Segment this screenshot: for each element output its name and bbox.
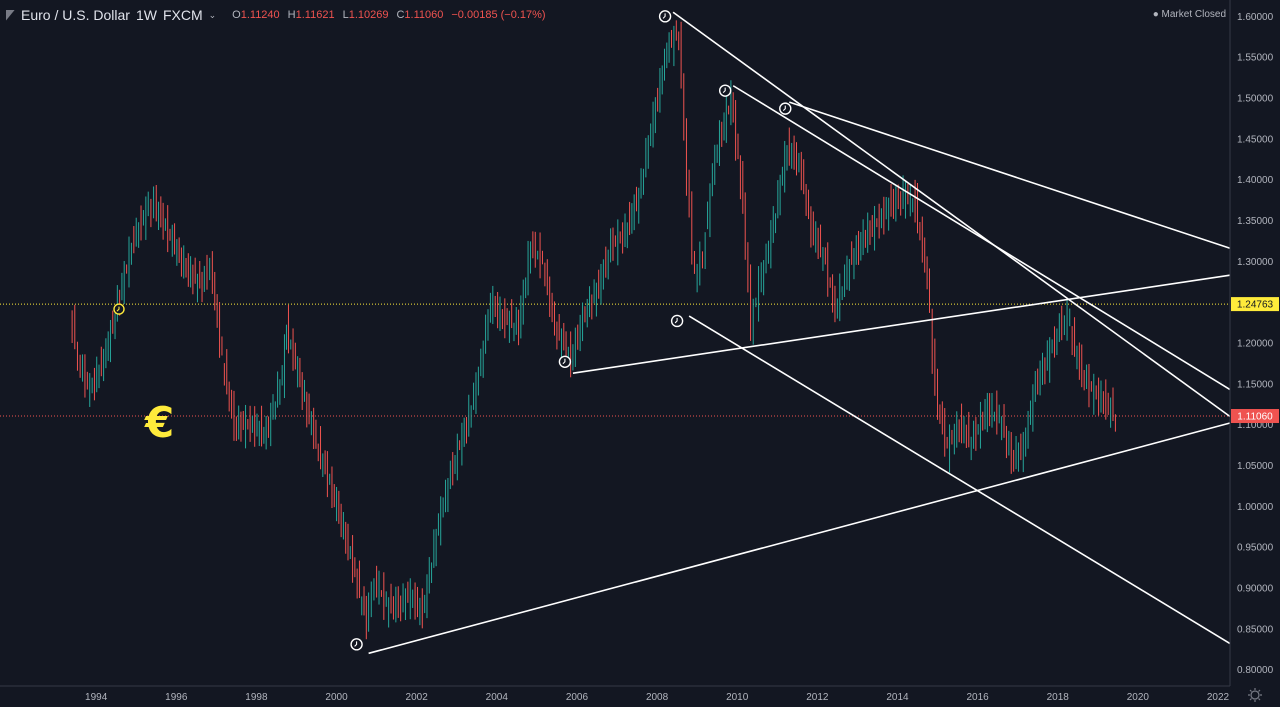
trend-line[interactable] [672,11,1231,418]
price-tick-label: 0.95000 [1237,543,1274,554]
price-tick-label: 1.30000 [1237,257,1274,268]
price-level-tag [1231,409,1279,424]
price-tick-label: 1.20000 [1237,339,1274,350]
collapse-legend-icon[interactable] [6,9,15,21]
open-value: 1.11240 [240,9,280,21]
time-tick-label: 2002 [406,692,429,703]
price-tick-label: 1.10000 [1237,420,1274,431]
time-tick-label: 2008 [646,692,669,703]
time-tick-label: 2006 [566,692,589,703]
price-level-label: 1.24763 [1237,300,1274,311]
euro-symbol-annotation: € [144,398,174,447]
high-value: 1.11621 [295,9,335,21]
price-level-tag [1231,297,1279,312]
exchange-label[interactable]: FXCM [162,7,203,23]
trend-line[interactable] [368,422,1231,655]
price-tick-label: 1.45000 [1237,134,1274,145]
time-tick-label: 2014 [886,692,909,703]
high-key: H [287,9,296,21]
chart-header: Euro / U.S. Dollar 1W FXCM ⌄ O1.11240 H1… [6,7,546,23]
low-key: L [342,9,349,21]
yellow-clock-hand-icon [116,306,120,312]
trend-line[interactable] [572,274,1231,375]
price-tick-label: 1.15000 [1237,379,1274,390]
clock-hand-icon [562,358,566,365]
clock-hand-icon [662,13,666,19]
clock-hand-icon [722,87,726,94]
ohlc-values: O1.11240 H1.11621 L1.10269 C1.11060 −0.0… [232,9,545,21]
clock-hand-icon [354,641,358,647]
low-value: 1.10269 [348,9,389,21]
time-tick-label: 1996 [165,692,188,703]
market-status: ● Market Closed [1152,9,1226,20]
close-key: C [396,9,405,21]
trend-line[interactable] [789,101,1231,250]
price-tick-label: 1.50000 [1237,94,1274,105]
price-tick-label: 0.80000 [1237,665,1274,676]
close-value: 1.11060 [404,9,444,21]
price-tick-label: 1.05000 [1237,461,1274,472]
trend-line[interactable] [732,85,1231,391]
time-axis[interactable]: 1994 1996 1998 2000 2002 2004 2006 2008 2010 2012… [85,692,1230,703]
time-tick-label: 2004 [486,692,509,703]
symbol-name[interactable]: Euro / U.S. Dollar [21,7,130,23]
price-tick-label: 1.40000 [1237,175,1274,186]
plot-area[interactable]: € [0,10,1231,655]
time-tick-label: 2022 [1207,692,1230,703]
price-level-label: 1.11060 [1237,412,1273,423]
time-tick-label: 2012 [806,692,829,703]
price-tick-label: 0.90000 [1237,584,1274,595]
price-tick-label: 1.55000 [1237,53,1274,64]
time-tick-label: 2020 [1127,692,1150,703]
price-tick-label: 0.85000 [1237,624,1274,635]
time-tick-label: 2016 [966,692,989,703]
clock-hand-icon [782,105,786,112]
time-tick-label: 1998 [245,692,268,703]
open-key: O [232,9,241,21]
interval-label[interactable]: 1W [135,7,157,23]
price-tick-label: 1.35000 [1237,216,1274,227]
time-tick-label: 2010 [726,692,749,703]
price-tick-label: 1.00000 [1237,502,1274,513]
price-axis[interactable]: 1.60000 1.55000 1.50000 1.45000 1.40000 1.350… [1231,12,1279,676]
market-status-text: Market Closed [1161,9,1226,20]
time-tick-label: 2000 [325,692,348,703]
clock-hand-icon [674,317,678,324]
trend-line[interactable] [688,315,1231,645]
settings-gear-icon[interactable] [1248,688,1262,702]
chevron-down-icon[interactable]: ⌄ [208,9,217,20]
time-tick-label: 1994 [85,692,108,703]
time-tick-label: 2018 [1047,692,1070,703]
change-value: −0.00185 (−0.17%) [451,9,546,21]
price-tick-label: 1.60000 [1237,12,1274,23]
